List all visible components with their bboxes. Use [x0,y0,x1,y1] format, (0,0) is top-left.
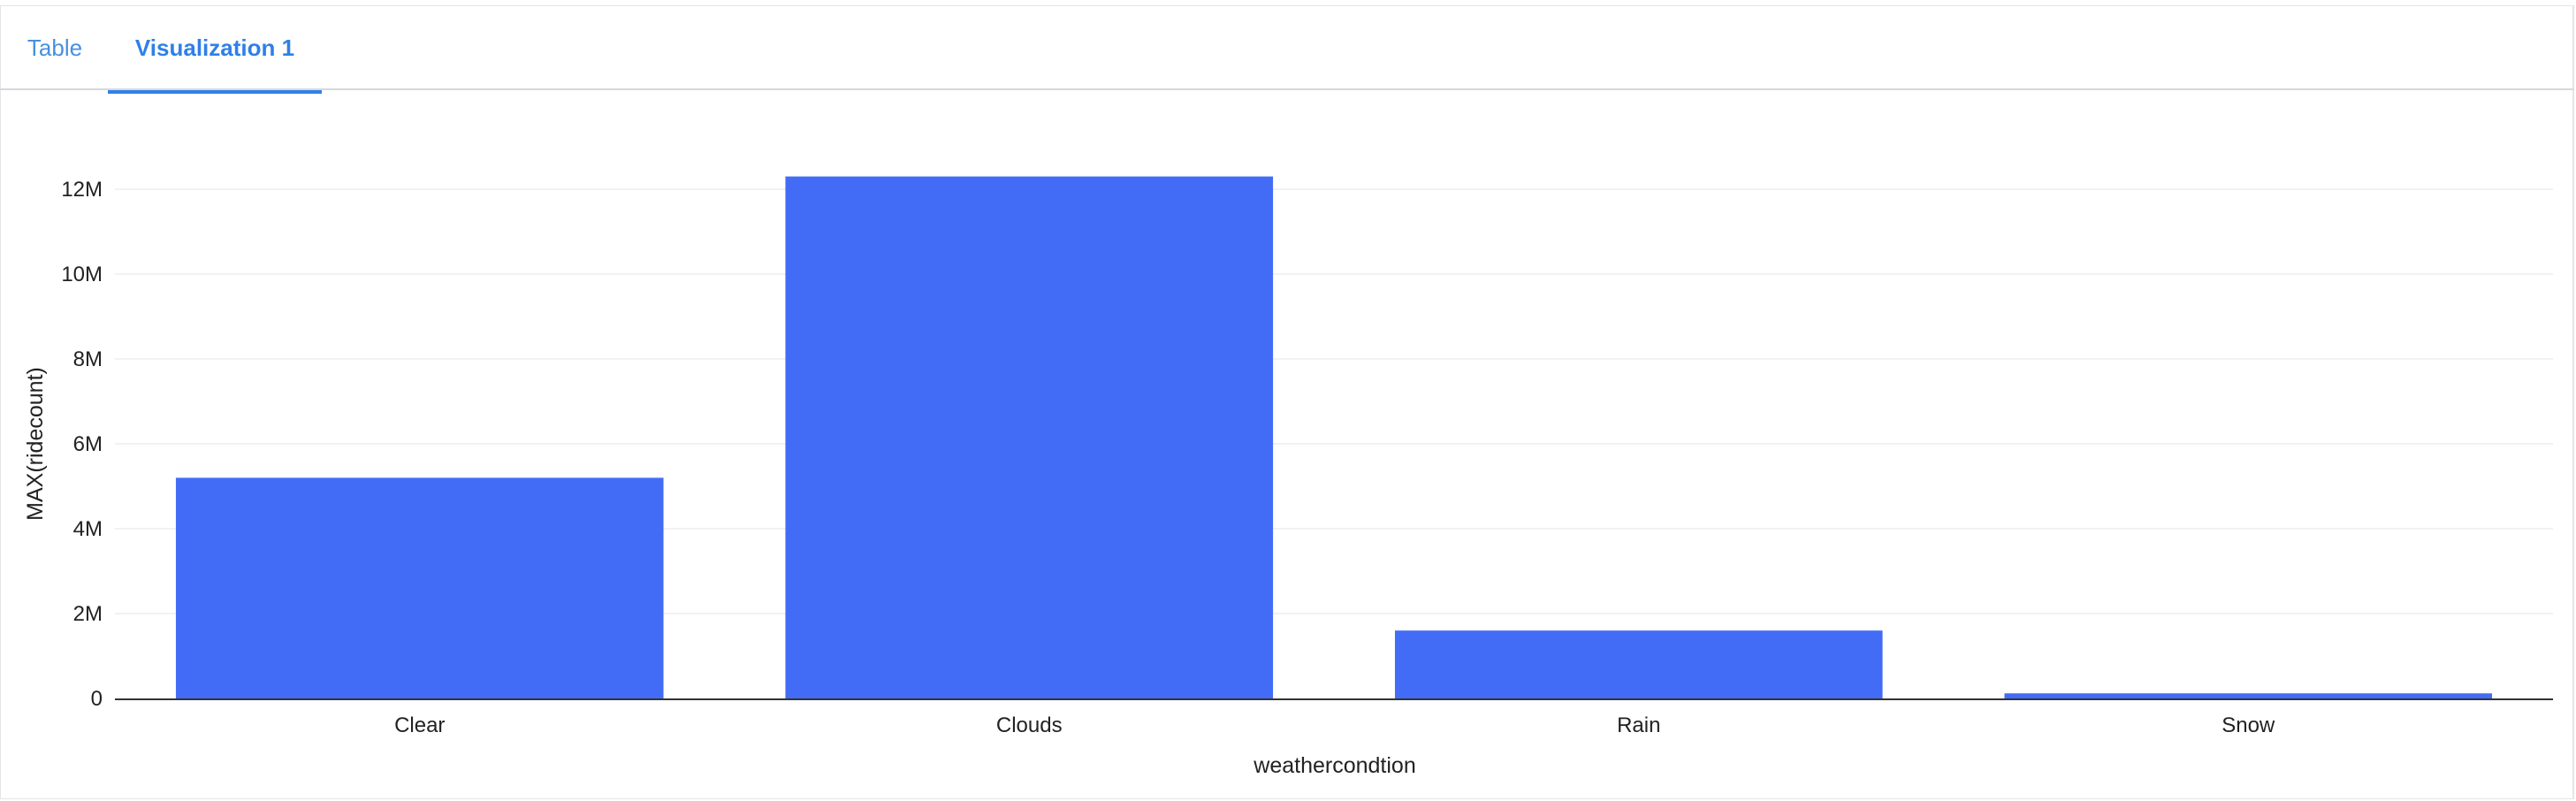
bar-rain [1394,630,1883,698]
y-axis-title: MAX(ridecount) [23,367,48,521]
bar-clear [175,477,664,698]
x-tick-label: Snow [2222,713,2275,737]
bar-clouds [785,176,1274,699]
x-tick-label: Clouds [996,713,1063,737]
x-axis-title: weathercondtion [1253,753,1415,778]
tab-table[interactable]: Table [27,34,83,61]
y-tick-label: 12M [61,178,103,202]
bar-snow [2004,693,2493,698]
y-tick-label: 2M [73,602,103,626]
y-tick-label: 4M [73,517,103,541]
tab-bar: Table Visualization 1 [0,5,2574,94]
y-tick-label: 8M [73,347,103,371]
y-tick-label: 0 [91,687,103,711]
y-tick-label: 10M [61,263,103,286]
y-tick-label: 6M [73,432,103,456]
x-tick-label: Rain [1617,713,1660,737]
tab-visualization-1[interactable]: Visualization 1 [134,34,295,61]
x-tick-label: Clear [394,713,445,737]
active-tab-indicator [108,90,322,94]
